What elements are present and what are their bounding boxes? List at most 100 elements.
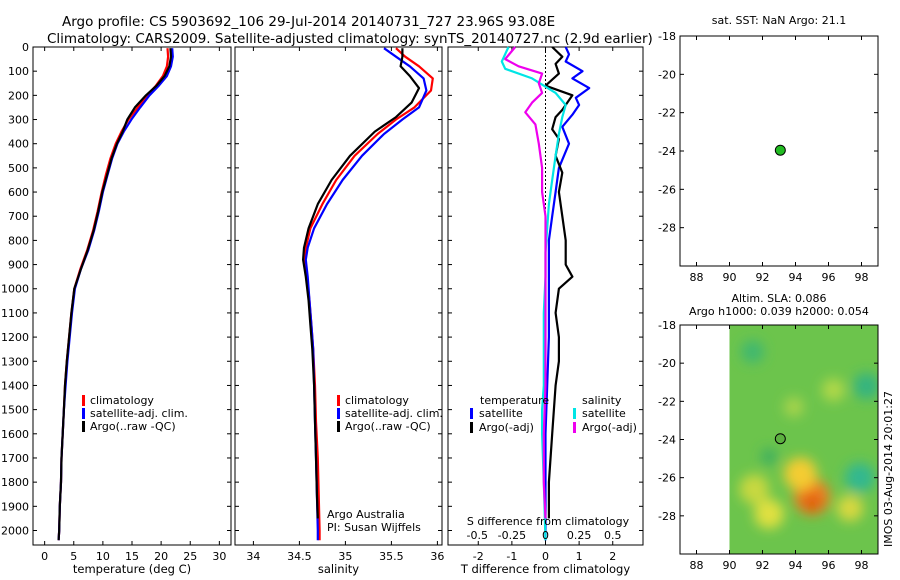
legend-swatch xyxy=(337,395,340,406)
series-line-2 xyxy=(57,48,173,541)
legend-label: Argo(..raw -QC) xyxy=(345,420,431,433)
map-subtitle: Argo h1000: 0.039 h2000: 0.054 xyxy=(689,305,869,318)
legend-header: temperature xyxy=(480,394,549,407)
y-tick-label: 1500 xyxy=(1,404,29,417)
y-tick-label: 200 xyxy=(8,89,29,102)
argo-location-marker xyxy=(774,433,786,445)
x-tick-label: 88 xyxy=(690,559,704,572)
y-tick-label: 1800 xyxy=(1,476,29,489)
imos-credit: IMOS 03-Aug-2014 20:01:27 xyxy=(882,391,895,547)
x-axis-label: temperature (deg C) xyxy=(73,562,191,576)
sla-blob xyxy=(783,397,804,417)
y-tick-label: 1600 xyxy=(1,428,29,441)
x-tick-label: 34.5 xyxy=(287,550,312,563)
salinity-panel: 34 34.5 35 35.5 36 salinity climatologysatelli… xyxy=(234,46,444,576)
y-tick-label: -22 xyxy=(658,395,676,408)
y-tick-label: -24 xyxy=(658,434,676,447)
legend-label: Argo(-adj) xyxy=(582,421,637,434)
y-tick-label: 600 xyxy=(8,186,29,199)
sla-blobs xyxy=(739,340,878,529)
sla-blob xyxy=(821,378,845,402)
legend-label: Argo(..raw -QC) xyxy=(90,420,176,433)
y-tick-label: 500 xyxy=(8,162,29,175)
y-tick-label: 300 xyxy=(8,114,29,127)
y-tick-label: -20 xyxy=(658,68,676,81)
sla-blob xyxy=(741,340,765,364)
sla-blob xyxy=(739,474,770,504)
top-tick-label: 0.25 xyxy=(567,529,592,542)
legend-label: Argo(-adj) xyxy=(479,421,534,434)
x-tick-label: 25 xyxy=(183,550,197,563)
legend-swatch xyxy=(337,421,340,432)
series-line-0 xyxy=(544,46,591,541)
legend-label: climatology xyxy=(90,394,154,407)
x-tick-label: 92 xyxy=(756,271,770,284)
series-line-2 xyxy=(302,48,421,519)
x-tick-label: -1 xyxy=(506,550,517,563)
y-tick-label: 1700 xyxy=(1,452,29,465)
top-tick-label: 0.5 xyxy=(604,529,622,542)
legend-swatch xyxy=(82,421,85,432)
y-tick-label: -18 xyxy=(658,319,676,332)
y-tick-label: 100 xyxy=(8,65,29,78)
legend-swatch xyxy=(337,408,340,419)
x-tick-label: 36 xyxy=(430,550,444,563)
top-tick-label: 0 xyxy=(542,529,549,542)
sst-map-panel: sat. SST: NaN Argo: 21.1 88 90 92 94 96 98 -18 -… xyxy=(658,14,879,284)
legend-header: salinity xyxy=(582,394,622,407)
top-tick-label: -0.5 xyxy=(467,529,488,542)
series-line-3 xyxy=(504,46,547,519)
x-tick-label: 35 xyxy=(338,550,352,563)
x-tick-label: 10 xyxy=(96,550,110,563)
x-axis-label: salinity xyxy=(318,562,359,576)
x-tick-label: 96 xyxy=(822,559,836,572)
header-line-2: Climatology: CARS2009. Satellite-adjuste… xyxy=(47,31,653,47)
sla-blob xyxy=(783,457,817,491)
difference-panel: -2 -1 0 1 2T difference from climatology temp… xyxy=(447,46,644,576)
y-tick-label: 1900 xyxy=(1,500,29,513)
legend-label: satellite-adj. clim. xyxy=(345,407,443,420)
y-tick-label: -22 xyxy=(658,107,676,120)
x-tick-label: 34 xyxy=(246,550,260,563)
owner-annotation: Argo Australia xyxy=(327,508,405,521)
x-tick-label: 88 xyxy=(690,271,704,284)
legend-swatch xyxy=(82,408,85,419)
y-tick-label: 1300 xyxy=(1,355,29,368)
y-tick-label: 700 xyxy=(8,210,29,223)
plot-frame xyxy=(234,46,443,546)
x-tick-label: 30 xyxy=(212,550,226,563)
header-line-1: Argo profile: CS 5903692_106 29-Jul-2014… xyxy=(62,14,555,30)
owner-annotation: PI: Susan Wijffels xyxy=(327,521,421,534)
x-tick-label: 0 xyxy=(542,550,549,563)
x-tick-label: 15 xyxy=(125,550,139,563)
x-tick-label: 92 xyxy=(756,559,770,572)
legend-swatch xyxy=(573,422,576,433)
x-tick-label: -2 xyxy=(473,550,484,563)
x-tick-label: 1 xyxy=(576,550,583,563)
y-tick-label: -24 xyxy=(658,145,676,158)
sla-blob xyxy=(836,495,864,522)
sla-blob xyxy=(760,448,778,465)
x-tick-label: 98 xyxy=(855,271,869,284)
legend-swatch xyxy=(470,408,473,419)
legend-label: climatology xyxy=(345,394,409,407)
x-tick-label: 90 xyxy=(723,559,737,572)
legend-swatch xyxy=(82,395,85,406)
plot-frame xyxy=(32,46,232,546)
y-tick-label: 800 xyxy=(8,234,29,247)
legend-label: satellite-adj. clim. xyxy=(90,407,188,420)
y-tick-label: 2000 xyxy=(1,524,29,537)
y-tick-label: 900 xyxy=(8,259,29,272)
legend-label: satellite xyxy=(479,407,523,420)
x-tick-label: 98 xyxy=(855,559,869,572)
x-tick-label: 5 xyxy=(70,550,77,563)
x-tick-label: 0 xyxy=(41,550,48,563)
x-axis-label: T difference from climatology xyxy=(460,562,631,576)
temperature-panel: 0 5 10 15 20 25 30 temperature (deg C) 0 100 200 30… xyxy=(1,41,232,576)
sla-field xyxy=(729,325,878,554)
sla-blob xyxy=(802,492,822,513)
y-tick-label: 0 xyxy=(22,41,29,54)
y-tick-label: -26 xyxy=(658,472,676,485)
